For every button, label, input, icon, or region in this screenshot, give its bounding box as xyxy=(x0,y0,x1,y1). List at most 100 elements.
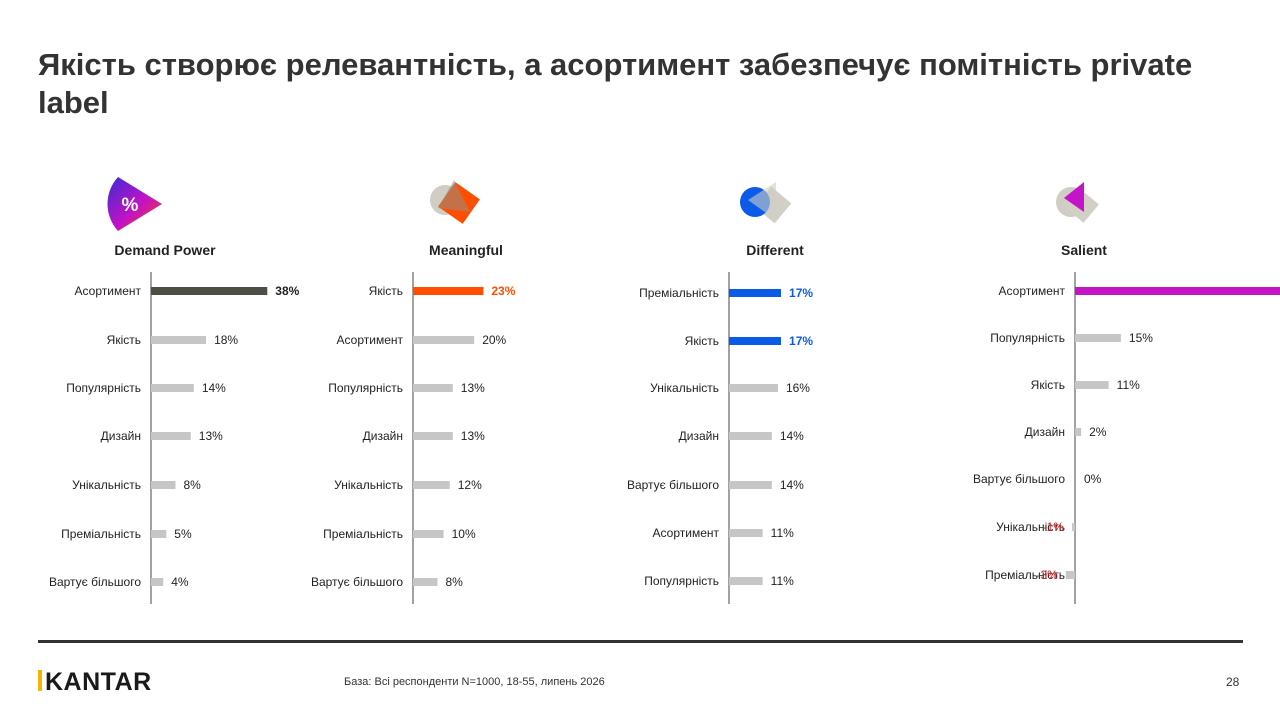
category-label: Унікальність xyxy=(996,520,1065,534)
magenta-triangle xyxy=(1064,182,1084,212)
data-label: 23% xyxy=(491,284,515,298)
data-label: 14% xyxy=(202,381,226,395)
bar xyxy=(413,336,475,344)
bar xyxy=(151,384,194,392)
category-label: Преміальність xyxy=(61,527,141,541)
category-label: Вартує більшого xyxy=(49,575,141,589)
data-label: 17% xyxy=(789,334,813,348)
category-label: Унікальність xyxy=(72,478,141,492)
data-label: 16% xyxy=(786,381,810,395)
bar xyxy=(413,432,453,440)
category-label: Дизайн xyxy=(679,429,719,443)
bar xyxy=(413,287,484,295)
category-label: Популярність xyxy=(66,381,141,395)
category-label: Вартує більшого xyxy=(627,478,719,492)
logo-text: KANTAR xyxy=(45,668,152,696)
bar xyxy=(729,289,782,297)
bar xyxy=(1075,428,1082,436)
bar xyxy=(729,432,772,440)
bar xyxy=(151,432,191,440)
chart-panel-4: SalientАсортимент67%Популярність15%Якіст… xyxy=(973,182,1280,604)
category-label: Асортимент xyxy=(653,526,720,540)
page-title: Якість створює релевантність, а асортиме… xyxy=(38,47,1193,120)
data-label: 13% xyxy=(461,381,485,395)
bar xyxy=(729,337,782,345)
data-label: 10% xyxy=(452,527,476,541)
data-label: 38% xyxy=(275,284,299,298)
category-label: Преміальність xyxy=(639,286,719,300)
category-label: Якість xyxy=(1031,378,1065,392)
data-label: 11% xyxy=(771,574,794,588)
bar xyxy=(413,578,438,586)
data-label: 5% xyxy=(174,527,192,541)
bar xyxy=(1075,381,1109,389)
bar xyxy=(413,384,453,392)
chart-title: Meaningful xyxy=(429,242,503,258)
data-label: 15% xyxy=(1129,331,1153,345)
category-label: Дизайн xyxy=(363,429,403,443)
category-label: Якість xyxy=(369,284,403,298)
charts-area: % Demand Power Асортимент 38% Якість 18% Попул… xyxy=(49,177,1280,604)
bar xyxy=(413,530,444,538)
bar xyxy=(1075,287,1280,295)
data-label: 13% xyxy=(199,429,223,443)
kantar-logo: KANTAR xyxy=(38,668,152,696)
bar xyxy=(151,481,176,489)
bar xyxy=(729,577,763,585)
category-label: Дизайн xyxy=(101,429,141,443)
category-label: Дизайн xyxy=(1025,425,1065,439)
data-label: 4% xyxy=(171,575,189,589)
category-label: Вартує більшого xyxy=(973,472,1065,486)
chart-panel-3: Different Преміальність 17% Якість 17% Унікал… xyxy=(627,182,813,604)
percent-glyph: % xyxy=(122,195,139,216)
chart-title: Different xyxy=(746,242,804,258)
data-label: 14% xyxy=(780,429,804,443)
data-label: 8% xyxy=(445,575,463,589)
bar xyxy=(151,530,167,538)
gray-triangle xyxy=(748,182,776,220)
data-label: -1% xyxy=(1043,520,1065,534)
fan-shape xyxy=(107,177,162,231)
bar xyxy=(151,578,164,586)
bar xyxy=(151,287,268,295)
bar xyxy=(729,529,763,537)
base-note: База: Всі респонденти N=1000, 18-55, лип… xyxy=(344,676,605,688)
bar xyxy=(729,384,778,392)
bar xyxy=(1075,334,1121,342)
logo-mark xyxy=(38,670,42,691)
data-label: 2% xyxy=(1089,425,1107,439)
footer-divider xyxy=(38,640,1243,643)
data-label: 11% xyxy=(1117,378,1140,392)
percent-fan-icon: % xyxy=(107,177,162,231)
bar xyxy=(413,481,450,489)
gray-triangle xyxy=(438,180,470,212)
category-label: Преміальність xyxy=(323,527,403,541)
category-label: Асортимент xyxy=(75,284,142,298)
data-label: 0% xyxy=(1084,472,1102,486)
data-label: 18% xyxy=(214,333,238,347)
bar xyxy=(729,481,772,489)
circle-triangle-icon xyxy=(740,182,792,224)
triangle-square-icon xyxy=(1056,182,1099,223)
data-label: 8% xyxy=(183,478,201,492)
bar xyxy=(1065,571,1075,579)
category-label: Популярність xyxy=(644,574,719,588)
bar xyxy=(1071,523,1075,531)
chart-title: Demand Power xyxy=(114,242,216,258)
page-number: 28 xyxy=(1226,675,1240,689)
data-label: 12% xyxy=(458,478,482,492)
category-label: Преміальність xyxy=(985,568,1065,582)
category-label: Якість xyxy=(107,333,141,347)
category-label: Унікальність xyxy=(650,381,719,395)
data-label: 20% xyxy=(482,333,506,347)
chart-panel-2: Meaningful Якість 23% Асортимент 20% Популярн… xyxy=(311,180,516,604)
data-label: 17% xyxy=(789,286,813,300)
category-label: Вартує більшого xyxy=(311,575,403,589)
category-label: Асортимент xyxy=(337,333,404,347)
chart-panel-1: % Demand Power Асортимент 38% Якість 18% Попул… xyxy=(49,177,300,604)
category-label: Популярність xyxy=(990,331,1065,345)
category-label: Асортимент xyxy=(999,284,1066,298)
category-label: Популярність xyxy=(328,381,403,395)
data-label: -3% xyxy=(1036,568,1058,582)
data-label: 11% xyxy=(771,526,794,540)
